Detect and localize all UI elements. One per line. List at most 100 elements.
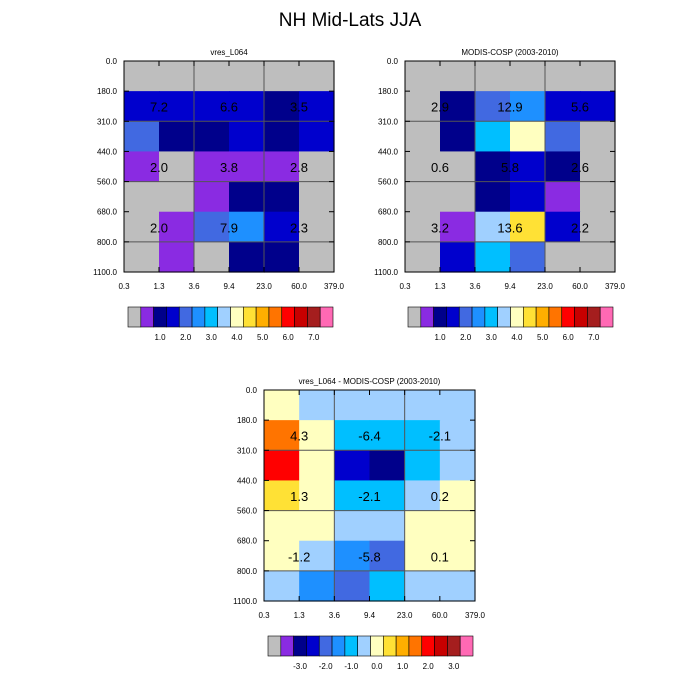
x-tick-label: 379.0: [324, 282, 345, 291]
panel-title: vres_L064: [210, 48, 248, 57]
x-tick-label: 3.6: [469, 282, 481, 291]
colorbar-tick-label: 6.0: [563, 333, 575, 342]
heatmap-cell: [580, 91, 616, 122]
y-tick-label: 440.0: [378, 147, 399, 156]
colorbar-swatch: [510, 306, 524, 328]
panel-title: vres_L064 - MODIS-COSP (2003-2010): [299, 377, 441, 386]
box-value-label: 2.8: [290, 160, 308, 175]
colorbar-swatch: [153, 306, 167, 328]
heatmap-cell: [159, 151, 195, 183]
colorbar-swatch: [535, 306, 550, 328]
heatmap-cell: [510, 151, 546, 183]
colorbar-swatch: [420, 306, 434, 328]
colorbar-swatch: [344, 635, 358, 657]
box-value-label: -5.8: [358, 549, 380, 564]
box-value-label: 2.0: [150, 160, 168, 175]
y-tick-label: 560.0: [97, 178, 118, 187]
box-value-label: 2.3: [290, 220, 308, 235]
heatmap-cell: [264, 241, 300, 273]
figure-title: NH Mid-Lats JJA: [278, 10, 422, 31]
colorbar-tick-label: 1.0: [154, 333, 166, 342]
heatmap-cell: [405, 241, 441, 273]
x-tick-label: 23.0: [397, 611, 413, 620]
heatmap-cell: [124, 61, 160, 92]
heatmap-cell: [264, 450, 300, 482]
heatmap-cell: [299, 420, 335, 451]
heatmap-cell: [439, 390, 476, 421]
heatmap-cell: [229, 61, 265, 92]
colorbar-1: [127, 306, 334, 328]
y-tick-label: 1100.0: [93, 268, 117, 277]
box-value-label: 0.1: [431, 549, 449, 564]
heatmap-cell: [229, 121, 265, 153]
colorbar-swatch: [561, 306, 575, 328]
heatmap-cell: [299, 570, 335, 602]
box-value-label: 13.6: [497, 220, 522, 235]
colorbar-swatch: [357, 635, 371, 657]
heatmap-cell: [299, 91, 335, 122]
colorbar-swatch: [293, 635, 307, 657]
box-value-label: 3.2: [431, 220, 449, 235]
heatmap-cell: [440, 61, 476, 92]
y-tick-label: 310.0: [378, 117, 399, 126]
box-value-label: 1.3: [290, 489, 308, 504]
colorbar-swatch: [280, 635, 294, 657]
heatmap-panel-3: [263, 389, 476, 602]
colorbar-tick-label: 3.0: [448, 662, 460, 671]
heatmap-cell: [405, 151, 441, 183]
heatmap-cell: [264, 420, 300, 451]
colorbar-swatch: [307, 306, 321, 328]
colorbar-swatch: [306, 635, 320, 657]
heatmap-cell: [264, 91, 300, 122]
colorbar-tick-label: 7.0: [308, 333, 320, 342]
colorbar-tick-label: 4.0: [511, 333, 523, 342]
box-value-label: 2.0: [150, 220, 168, 235]
colorbar-swatch: [574, 306, 588, 328]
heatmap-cell: [440, 211, 476, 243]
heatmap-cell: [299, 211, 335, 243]
colorbar-swatch: [230, 306, 244, 328]
colorbar-swatch: [370, 635, 384, 657]
heatmap-cell: [124, 151, 160, 183]
heatmap-cell: [580, 211, 616, 243]
heatmap-cell: [264, 61, 300, 92]
heatmap-cell: [264, 570, 300, 602]
colorbar-swatch: [140, 306, 154, 328]
heatmap-cell: [404, 480, 441, 512]
colorbar-swatch: [407, 306, 422, 328]
panel-title: MODIS-COSP (2003-2010): [461, 48, 559, 57]
colorbar-swatch: [471, 306, 486, 328]
y-tick-label: 180.0: [97, 87, 118, 96]
box-value-label: 2.2: [571, 220, 589, 235]
colorbar-tick-label: 1.0: [397, 662, 409, 671]
heatmap-cell: [334, 450, 371, 482]
heatmap-cell: [299, 450, 335, 482]
box-value-label: 2.9: [431, 100, 449, 115]
colorbar-swatch: [395, 635, 410, 657]
y-tick-label: 180.0: [378, 87, 399, 96]
heatmap-cell: [580, 241, 616, 273]
box-value-label: 4.3: [290, 429, 308, 444]
colorbar-tick-label: 6.0: [283, 333, 295, 342]
x-tick-label: 60.0: [572, 282, 588, 291]
colorbar-swatch: [433, 306, 447, 328]
heatmap-cell: [299, 390, 335, 421]
heatmap-cell: [405, 61, 441, 92]
x-tick-label: 379.0: [465, 611, 486, 620]
y-tick-label: 440.0: [97, 147, 118, 156]
heatmap-cell: [229, 211, 265, 243]
heatmap-cell: [404, 450, 441, 482]
colorbar-swatch: [421, 635, 435, 657]
colorbar-swatch: [434, 635, 448, 657]
heatmap-cell: [580, 121, 616, 153]
heatmap-cell: [334, 420, 371, 451]
y-tick-label: 0.0: [246, 386, 258, 395]
colorbar-swatch: [497, 306, 511, 328]
heatmap-cell: [124, 91, 160, 122]
heatmap-cell: [405, 91, 441, 122]
heatmap-cell: [404, 510, 441, 542]
colorbar-tick-label: 2.0: [423, 662, 435, 671]
heatmap-cell: [475, 211, 511, 243]
heatmap-cell: [404, 570, 441, 602]
heatmap-cell: [405, 211, 441, 243]
